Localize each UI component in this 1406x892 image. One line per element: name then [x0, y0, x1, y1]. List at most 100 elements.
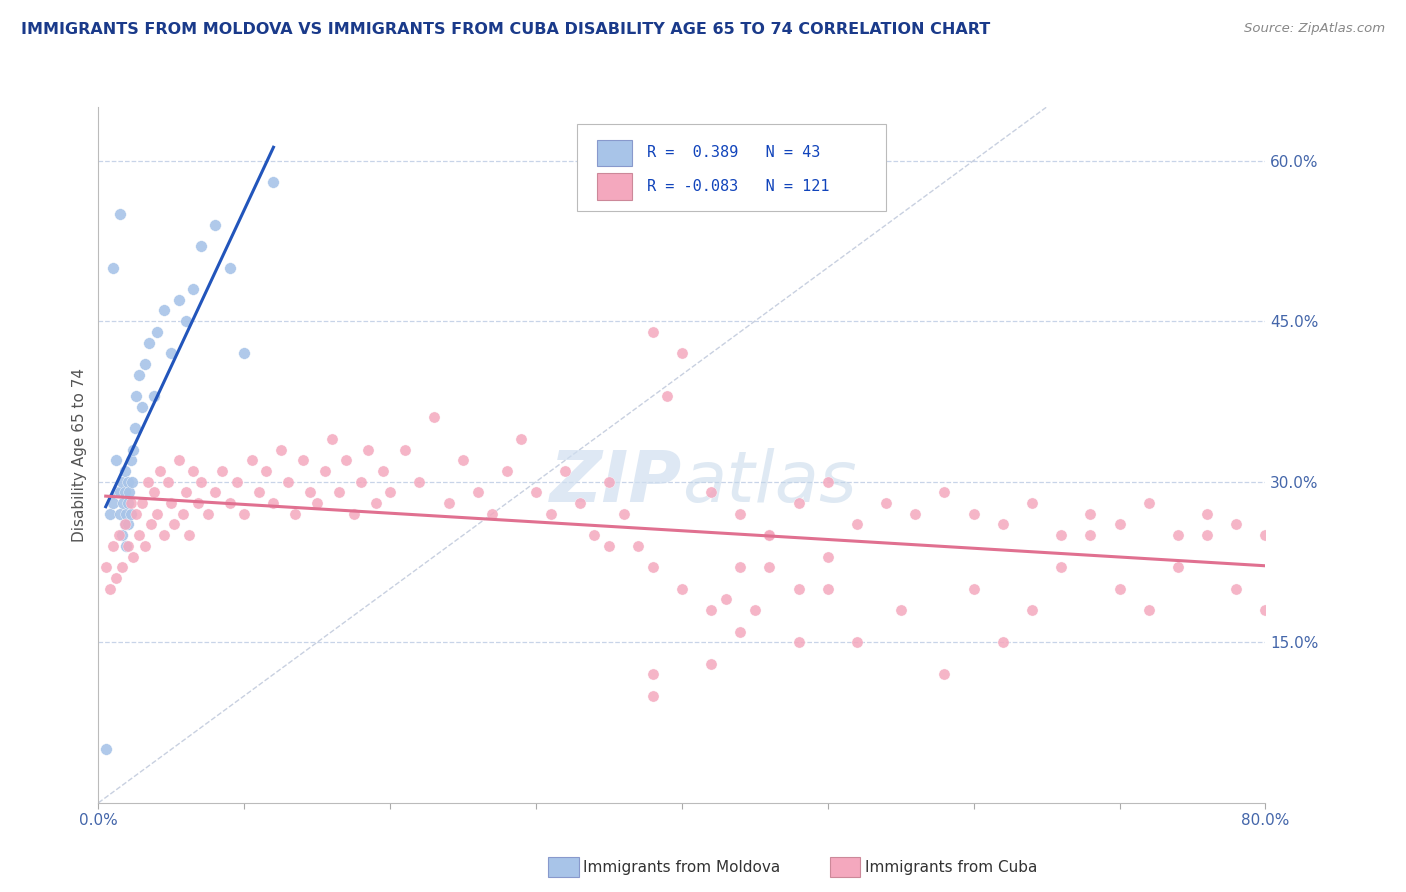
Point	[174, 314, 197, 328]
Point	[321, 432, 343, 446]
Point	[110, 207, 132, 221]
Point	[233, 346, 256, 360]
Point	[817, 582, 839, 596]
Point	[218, 260, 240, 275]
Point	[125, 389, 148, 403]
FancyBboxPatch shape	[576, 124, 886, 211]
Point	[350, 475, 373, 489]
Point	[124, 421, 146, 435]
Point	[128, 368, 150, 382]
Point	[817, 549, 839, 564]
Point	[335, 453, 357, 467]
Point	[174, 485, 197, 500]
Point	[408, 475, 430, 489]
Text: R = -0.083   N = 121: R = -0.083 N = 121	[647, 179, 830, 194]
Point	[671, 582, 693, 596]
Point	[1021, 496, 1043, 510]
Point	[364, 496, 387, 510]
Point	[104, 571, 127, 585]
Point	[110, 507, 132, 521]
Point	[875, 496, 897, 510]
Point	[284, 507, 307, 521]
Point	[262, 175, 284, 189]
Point	[136, 475, 159, 489]
Point	[744, 603, 766, 617]
Point	[357, 442, 380, 457]
Point	[641, 325, 664, 339]
Point	[160, 346, 183, 360]
Point	[277, 475, 299, 489]
Point	[149, 464, 172, 478]
Point	[568, 496, 591, 510]
Point	[1021, 603, 1043, 617]
Point	[627, 539, 650, 553]
Point	[598, 475, 620, 489]
Point	[1080, 507, 1102, 521]
Point	[298, 485, 321, 500]
Point	[163, 517, 186, 532]
Point	[204, 218, 226, 232]
Point	[117, 496, 139, 510]
Point	[371, 464, 394, 478]
Point	[114, 485, 136, 500]
Point	[153, 303, 176, 318]
Point	[187, 496, 209, 510]
Point	[1137, 603, 1160, 617]
Point	[671, 346, 693, 360]
Point	[962, 507, 984, 521]
Point	[138, 335, 160, 350]
Text: R =  0.389   N = 43: R = 0.389 N = 43	[647, 145, 820, 161]
Point	[524, 485, 547, 500]
Point	[314, 464, 336, 478]
Point	[510, 432, 533, 446]
Point	[451, 453, 474, 467]
Point	[728, 560, 751, 574]
Point	[146, 507, 169, 521]
Point	[641, 667, 664, 681]
Point	[118, 485, 141, 500]
Point	[787, 496, 810, 510]
Point	[190, 239, 212, 253]
Point	[122, 549, 145, 564]
Point	[787, 582, 810, 596]
Point	[1050, 528, 1073, 542]
Point	[134, 357, 156, 371]
Point	[728, 507, 751, 521]
Point	[1167, 560, 1189, 574]
Point	[101, 539, 124, 553]
Point	[157, 475, 180, 489]
Point	[714, 592, 737, 607]
Point	[904, 507, 927, 521]
Point	[226, 475, 249, 489]
Point	[117, 475, 139, 489]
Text: Immigrants from Moldova: Immigrants from Moldova	[583, 860, 780, 874]
Point	[142, 485, 165, 500]
Point	[328, 485, 350, 500]
Point	[139, 517, 162, 532]
Point	[190, 475, 212, 489]
Point	[758, 528, 780, 542]
Point	[146, 325, 169, 339]
Point	[481, 507, 503, 521]
Point	[291, 453, 314, 467]
Point	[101, 260, 124, 275]
Point	[177, 528, 200, 542]
Point	[1195, 528, 1218, 542]
Point	[105, 485, 128, 500]
Point	[343, 507, 366, 521]
Point	[1195, 507, 1218, 521]
Point	[991, 635, 1014, 649]
Point	[110, 485, 132, 500]
Point	[114, 517, 136, 532]
Point	[262, 496, 284, 510]
Point	[612, 507, 634, 521]
Text: IMMIGRANTS FROM MOLDOVA VS IMMIGRANTS FROM CUBA DISABILITY AGE 65 TO 74 CORRELAT: IMMIGRANTS FROM MOLDOVA VS IMMIGRANTS FR…	[21, 22, 990, 37]
Point	[181, 282, 204, 296]
Point	[117, 539, 139, 553]
Point	[307, 496, 329, 510]
Point	[120, 496, 142, 510]
Point	[131, 400, 153, 414]
Point	[394, 442, 416, 457]
Point	[134, 539, 156, 553]
Point	[423, 410, 446, 425]
